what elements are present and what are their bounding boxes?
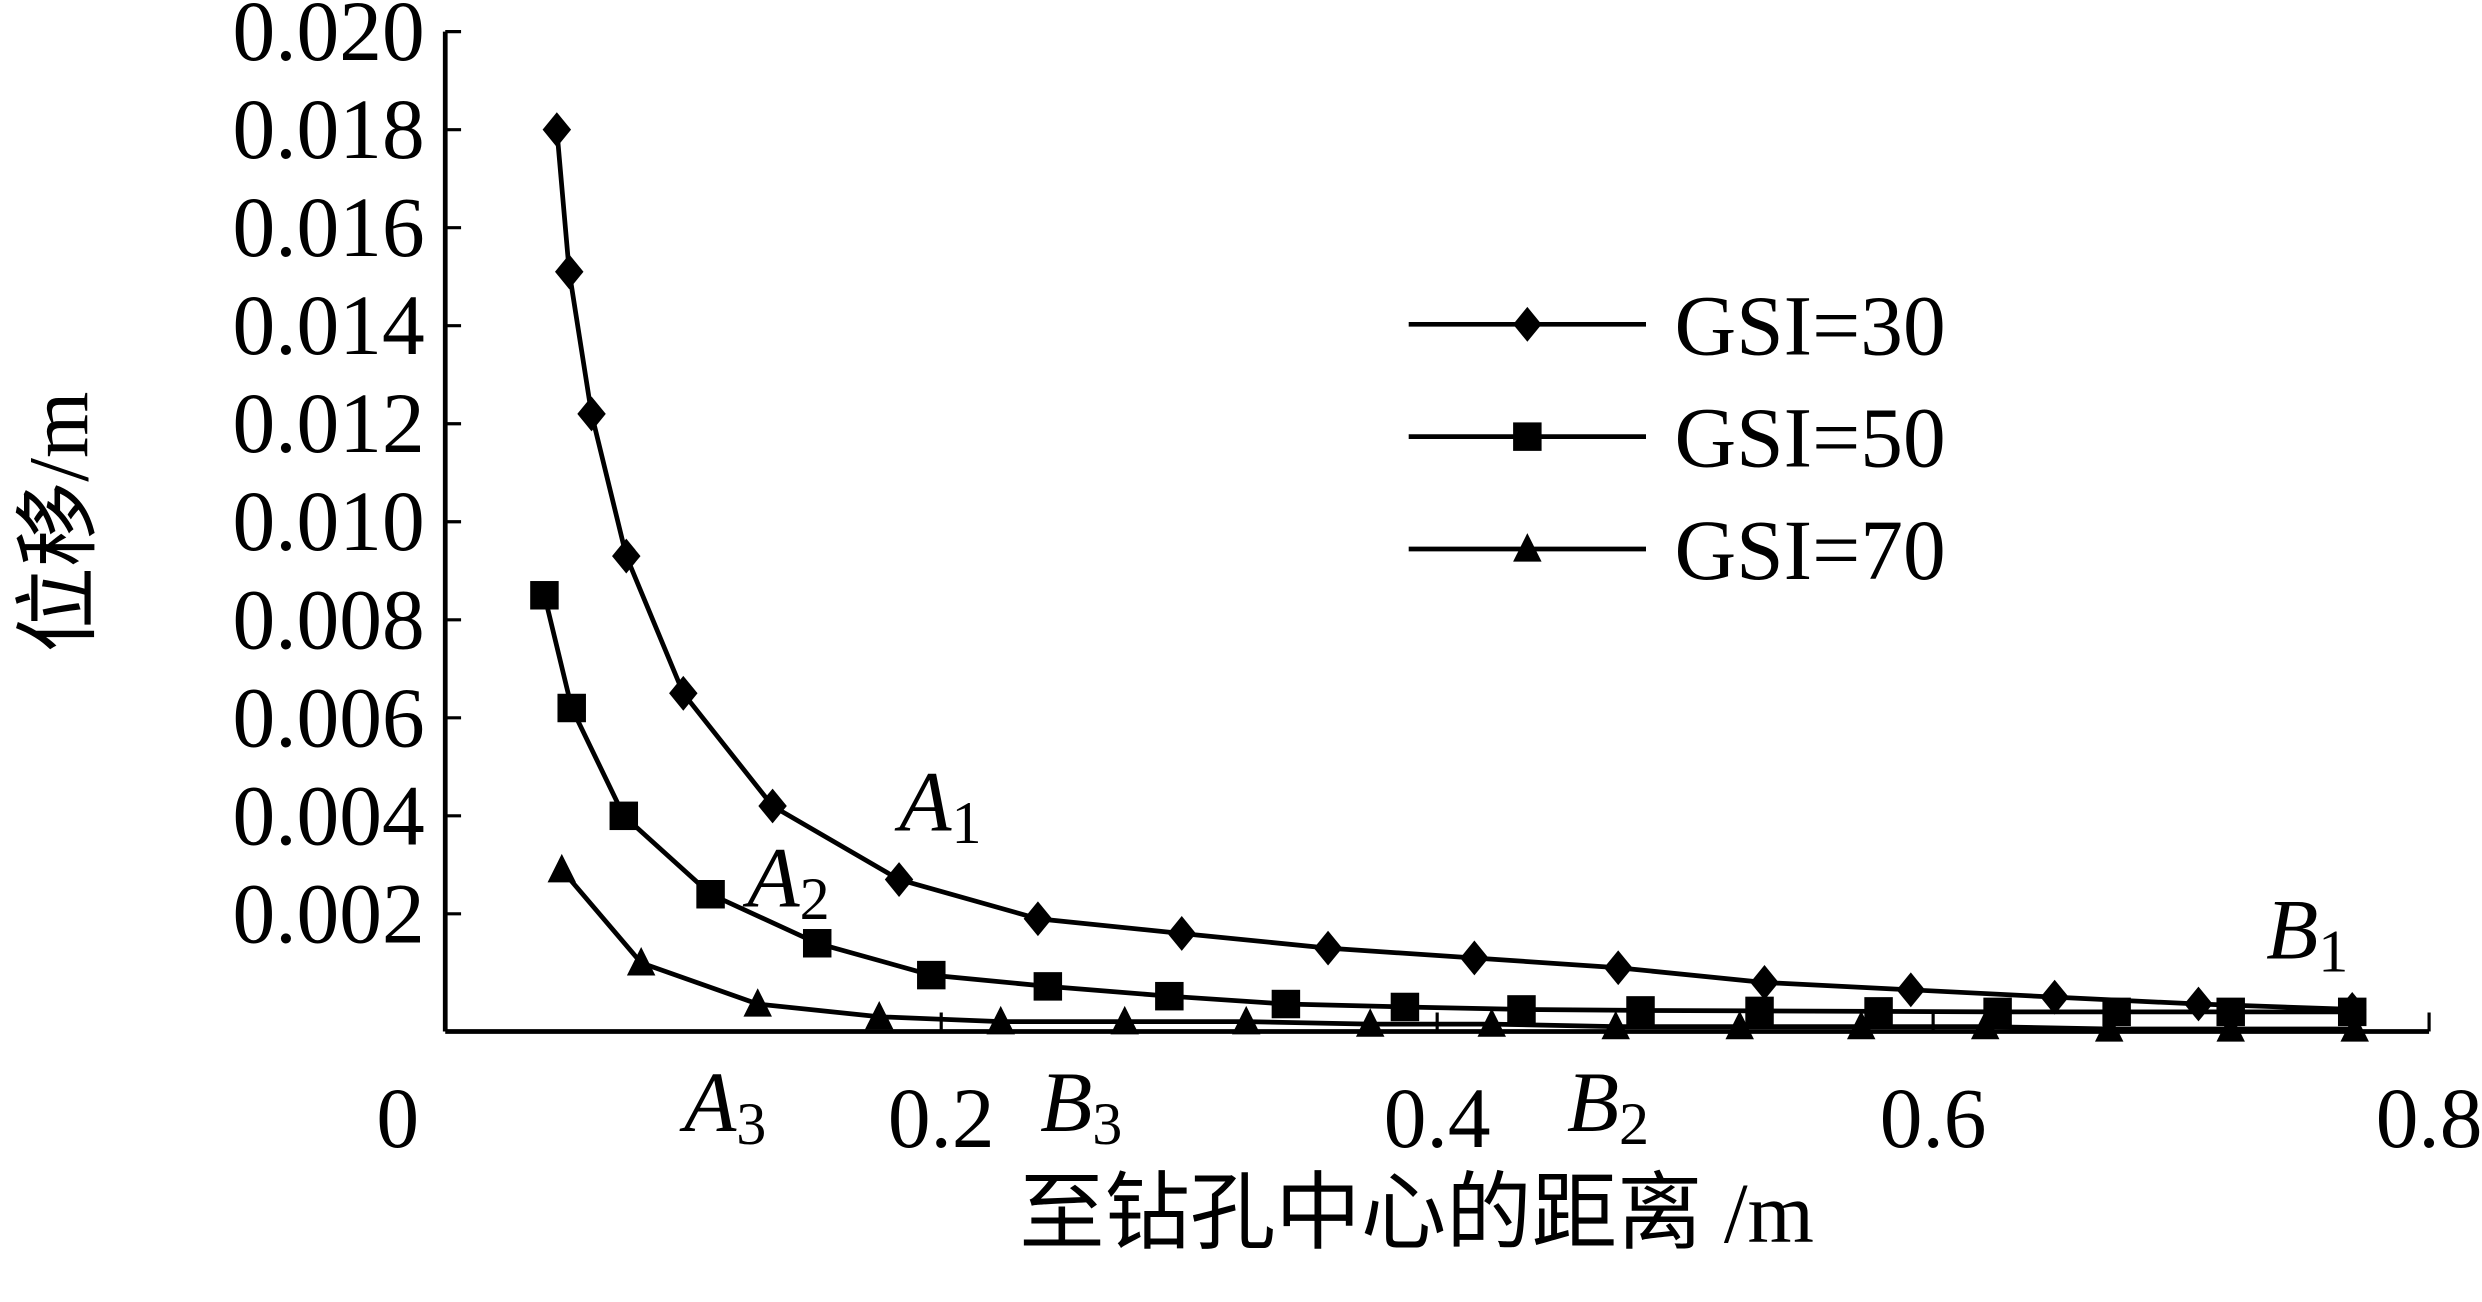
x-tick-label: 0.4 (1384, 1072, 1491, 1166)
annotation: A2 (742, 831, 829, 933)
marker (2094, 1013, 2124, 1042)
x-axis-title: 至钻孔中心的距离 /m (1019, 1167, 1814, 1261)
marker (1313, 930, 1343, 966)
marker (1750, 965, 1779, 1000)
y-tick-label: 0.006 (233, 671, 425, 765)
marker (2040, 979, 2069, 1015)
legend-label: GSI=70 (1674, 504, 1945, 598)
marker (1460, 940, 1489, 976)
marker (1507, 995, 1536, 1024)
marker (1725, 1010, 1754, 1040)
marker (696, 880, 725, 909)
marker (1513, 422, 1542, 451)
marker (612, 538, 641, 574)
y-tick-label: 0.010 (233, 475, 425, 569)
y-tick-label: 0.002 (233, 867, 425, 961)
marker (1745, 996, 1774, 1026)
marker (1970, 1010, 2000, 1040)
marker (2216, 1013, 2245, 1042)
marker (986, 1005, 1015, 1035)
marker (1864, 997, 1893, 1026)
annotation: B1 (2266, 884, 2348, 986)
marker (1846, 1010, 1876, 1040)
marker (864, 1000, 894, 1030)
annotation: B2 (1567, 1056, 1649, 1158)
marker (1626, 996, 1655, 1025)
y-tick-label: 0.004 (233, 769, 425, 863)
marker (547, 853, 577, 883)
y-tick-label: 0.020 (233, 0, 425, 79)
marker (1477, 1008, 1506, 1037)
marker (2340, 1013, 2369, 1042)
annotation: B3 (1040, 1056, 1122, 1158)
x-tick-label: 0.2 (888, 1072, 995, 1166)
marker (1603, 950, 1633, 986)
x-tick-label: 0.6 (1880, 1072, 1987, 1166)
y-tick-label: 0.014 (233, 279, 425, 373)
y-axis-title: 位移/m (13, 392, 107, 653)
marker (2184, 986, 2213, 1022)
marker (1231, 1005, 1261, 1035)
marker (1896, 972, 1926, 1008)
marker (1110, 1005, 1139, 1035)
annotation: A3 (679, 1056, 766, 1158)
marker (609, 801, 639, 831)
marker (1513, 306, 1542, 342)
marker (577, 396, 606, 432)
marker (1023, 901, 1053, 937)
marker (1167, 916, 1196, 951)
marker (669, 675, 698, 711)
series-line (559, 868, 2355, 1032)
marker (1390, 992, 1420, 1022)
marker (530, 581, 559, 610)
marker (802, 929, 832, 958)
marker (1155, 981, 1184, 1011)
y-tick-label: 0.018 (233, 83, 425, 177)
x-tick-label: 0.8 (2376, 1072, 2482, 1166)
y-tick-label: 0.012 (233, 377, 425, 471)
marker (557, 693, 586, 723)
marker (542, 112, 572, 148)
marker (554, 254, 584, 290)
marker (1601, 1010, 1630, 1040)
x-tick-label: 0 (376, 1072, 419, 1166)
marker (1513, 533, 1542, 562)
marker (743, 988, 772, 1017)
marker (1033, 972, 1063, 1001)
marker (917, 960, 946, 990)
annotation: A1 (894, 756, 981, 858)
marker (626, 947, 656, 976)
series-line (542, 594, 2353, 1015)
y-tick-label: 0.016 (233, 181, 425, 275)
marker (884, 862, 914, 897)
legend-label: GSI=30 (1674, 279, 1945, 373)
marker (1271, 989, 1301, 1019)
y-tick-label: 0.008 (233, 573, 425, 667)
legend-label: GSI=50 (1674, 392, 1945, 486)
marker (1355, 1008, 1385, 1037)
